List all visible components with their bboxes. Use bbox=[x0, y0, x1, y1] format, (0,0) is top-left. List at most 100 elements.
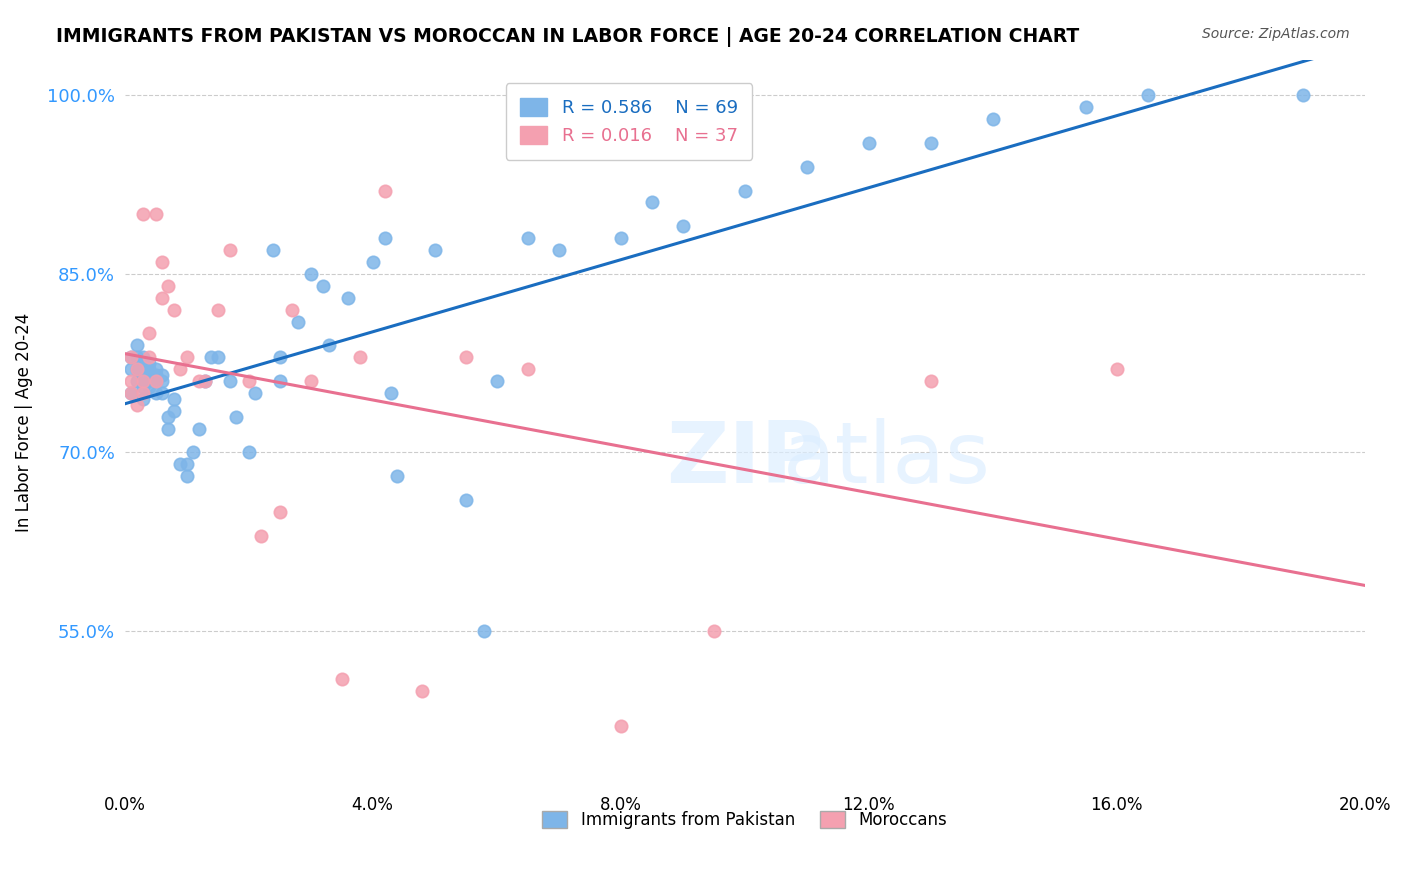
Point bbox=[132, 207, 155, 221]
Point bbox=[145, 207, 167, 221]
Point bbox=[138, 380, 160, 394]
Point bbox=[640, 195, 662, 210]
Point bbox=[374, 231, 396, 245]
Point bbox=[454, 493, 477, 508]
Point bbox=[120, 350, 142, 364]
Point bbox=[269, 374, 291, 388]
Point bbox=[287, 314, 309, 328]
Point bbox=[219, 374, 242, 388]
Point bbox=[125, 398, 148, 412]
Point bbox=[120, 386, 142, 401]
Point bbox=[132, 362, 155, 376]
Point bbox=[150, 386, 173, 401]
Point bbox=[330, 672, 353, 686]
Point bbox=[138, 356, 160, 370]
Text: atlas: atlas bbox=[783, 417, 991, 500]
Text: Source: ZipAtlas.com: Source: ZipAtlas.com bbox=[1202, 27, 1350, 41]
Point bbox=[132, 386, 155, 401]
Point bbox=[281, 302, 304, 317]
Point bbox=[125, 350, 148, 364]
Point bbox=[1136, 88, 1159, 103]
Point bbox=[238, 374, 260, 388]
Point bbox=[125, 374, 148, 388]
Text: IMMIGRANTS FROM PAKISTAN VS MOROCCAN IN LABOR FORCE | AGE 20-24 CORRELATION CHAR: IMMIGRANTS FROM PAKISTAN VS MOROCCAN IN … bbox=[56, 27, 1080, 46]
Point bbox=[312, 278, 335, 293]
Point bbox=[411, 683, 433, 698]
Point bbox=[219, 243, 242, 257]
Point bbox=[150, 368, 173, 382]
Point bbox=[145, 362, 167, 376]
Point bbox=[145, 374, 167, 388]
Point bbox=[145, 374, 167, 388]
Point bbox=[150, 255, 173, 269]
Point bbox=[120, 386, 142, 401]
Point bbox=[156, 278, 179, 293]
Point bbox=[163, 404, 186, 418]
Point bbox=[145, 368, 167, 382]
Point bbox=[200, 350, 222, 364]
Point bbox=[138, 326, 160, 341]
Point bbox=[734, 184, 756, 198]
Point bbox=[454, 350, 477, 364]
Point bbox=[138, 362, 160, 376]
Point bbox=[1105, 362, 1128, 376]
Point bbox=[238, 445, 260, 459]
Point bbox=[1074, 100, 1097, 114]
Point bbox=[120, 374, 142, 388]
Point bbox=[194, 374, 217, 388]
Point bbox=[169, 362, 191, 376]
Point bbox=[181, 445, 204, 459]
Point bbox=[132, 374, 155, 388]
Point bbox=[188, 374, 211, 388]
Point bbox=[380, 386, 402, 401]
Point bbox=[858, 136, 880, 150]
Point bbox=[796, 160, 818, 174]
Point bbox=[609, 231, 631, 245]
Point bbox=[132, 380, 155, 394]
Point bbox=[318, 338, 340, 352]
Point bbox=[132, 350, 155, 364]
Point bbox=[981, 112, 1004, 127]
Point bbox=[125, 362, 148, 376]
Point bbox=[349, 350, 371, 364]
Point bbox=[163, 392, 186, 406]
Point bbox=[243, 386, 266, 401]
Point bbox=[207, 302, 229, 317]
Point bbox=[374, 184, 396, 198]
Point bbox=[138, 350, 160, 364]
Point bbox=[176, 350, 198, 364]
Point bbox=[387, 469, 409, 483]
Point bbox=[703, 624, 725, 638]
Point bbox=[472, 624, 495, 638]
Point bbox=[176, 458, 198, 472]
Legend: Immigrants from Pakistan, Moroccans: Immigrants from Pakistan, Moroccans bbox=[536, 804, 953, 836]
Point bbox=[336, 291, 359, 305]
Point bbox=[262, 243, 284, 257]
Point bbox=[145, 386, 167, 401]
Point bbox=[423, 243, 446, 257]
Point bbox=[361, 255, 384, 269]
Point bbox=[132, 368, 155, 382]
Point bbox=[250, 529, 273, 543]
Point bbox=[299, 267, 322, 281]
Point bbox=[163, 302, 186, 317]
Point bbox=[516, 362, 538, 376]
Point bbox=[1292, 88, 1315, 103]
Point bbox=[269, 350, 291, 364]
Text: ZIP: ZIP bbox=[666, 417, 824, 500]
Point bbox=[120, 362, 142, 376]
Point bbox=[609, 719, 631, 733]
Point bbox=[485, 374, 508, 388]
Y-axis label: In Labor Force | Age 20-24: In Labor Force | Age 20-24 bbox=[15, 313, 32, 533]
Point bbox=[672, 219, 695, 234]
Point bbox=[169, 458, 191, 472]
Point bbox=[132, 356, 155, 370]
Point bbox=[225, 409, 247, 424]
Point bbox=[269, 505, 291, 519]
Point bbox=[125, 338, 148, 352]
Point bbox=[207, 350, 229, 364]
Point bbox=[176, 469, 198, 483]
Point bbox=[120, 350, 142, 364]
Point bbox=[125, 362, 148, 376]
Point bbox=[920, 374, 942, 388]
